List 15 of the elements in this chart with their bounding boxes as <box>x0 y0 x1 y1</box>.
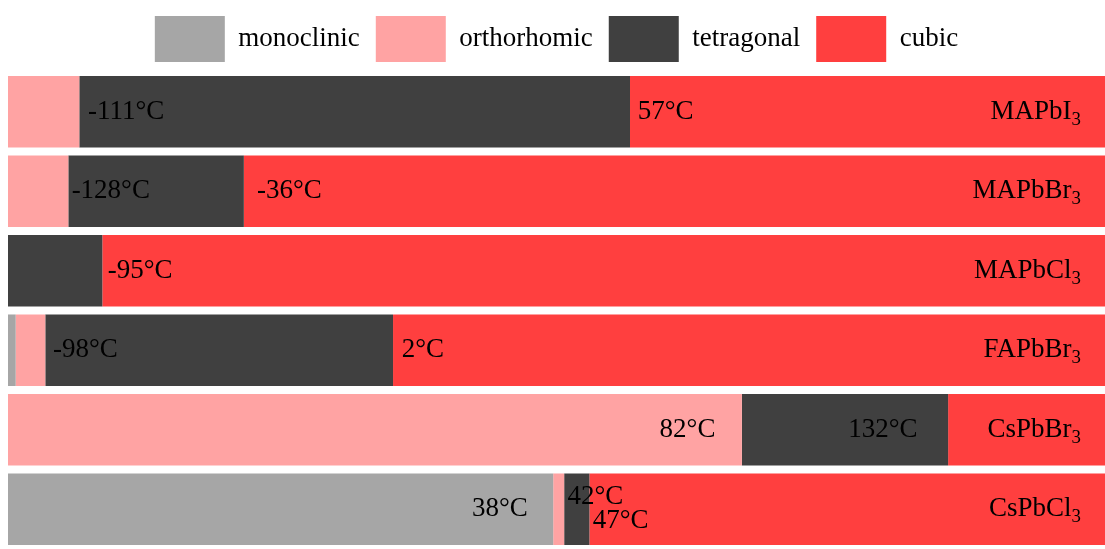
annotation: 2°C <box>401 333 445 364</box>
annotation: -98°C <box>52 333 118 364</box>
legend-label: cubic <box>899 22 959 53</box>
annotation: 132°C <box>848 412 918 443</box>
annotation: -36°C <box>257 174 322 205</box>
legend-label: tetragonal <box>692 22 801 53</box>
annotation: 57°C <box>637 94 694 125</box>
legend-label: orthorhomic <box>459 22 593 53</box>
annotation: -95°C <box>107 253 173 284</box>
annotation: -128°C <box>71 174 150 205</box>
annotation: 47°C <box>592 504 649 535</box>
annotation: 82°C <box>659 412 716 443</box>
legend-label: monoclinic <box>238 22 360 53</box>
annotation: 38°C <box>472 492 528 523</box>
annotation: -111°C <box>88 94 165 125</box>
